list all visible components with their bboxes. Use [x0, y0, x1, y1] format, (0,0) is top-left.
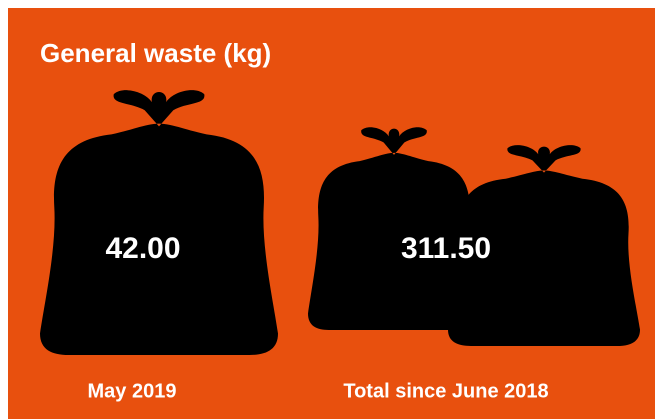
monthly-label: May 2019 — [88, 380, 177, 402]
total-label: Total since June 2018 — [343, 380, 548, 402]
monthly-value: 42.00 — [105, 232, 180, 265]
total-value: 311.50 — [401, 232, 491, 265]
title: General waste (kg) — [40, 38, 271, 68]
